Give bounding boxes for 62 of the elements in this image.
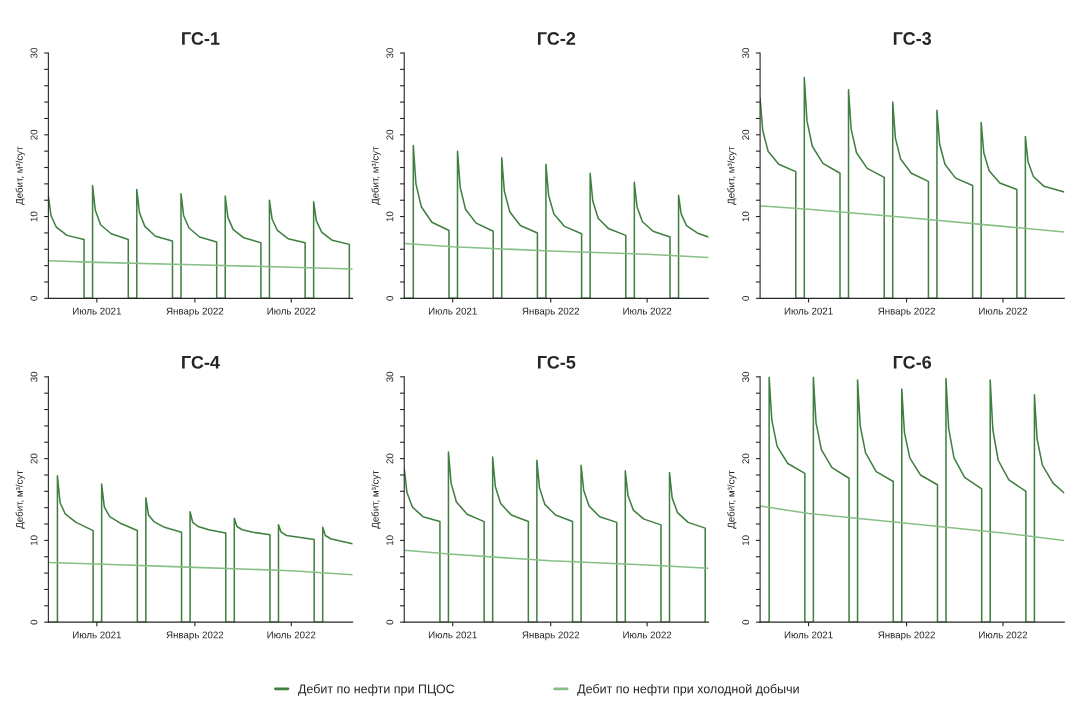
y-tick-label: 20 xyxy=(742,129,750,140)
chart-title: ГС-3 xyxy=(893,32,932,45)
line-series xyxy=(404,549,709,569)
x-tick-label: Июль 2021 xyxy=(73,631,121,639)
y-axis-title: Дебит, м³/сут xyxy=(727,470,737,529)
y-tick-label: 10 xyxy=(386,211,394,222)
y-tick-label: 30 xyxy=(742,371,750,382)
x-tick-label: Июль 2021 xyxy=(73,307,121,315)
y-tick-label: 30 xyxy=(742,48,750,59)
y-tick-label: 0 xyxy=(386,296,394,301)
x-tick-label: Июль 2021 xyxy=(428,307,477,315)
x-tick-label: Январь 2022 xyxy=(878,307,935,317)
y-tick-label: 20 xyxy=(386,453,394,464)
y-axis-title: Дебит, м³/сут xyxy=(371,470,381,529)
x-tick-label: Июль 2022 xyxy=(267,307,316,315)
y-axis-title: Дебит, м³/сут xyxy=(371,146,381,205)
x-tick-label: Июль 2022 xyxy=(979,307,1028,315)
y-axis-title: Дебит, м³/сут xyxy=(15,470,25,529)
x-tick-label: Январь 2022 xyxy=(522,307,580,317)
line-series xyxy=(48,259,353,270)
legend-label: Дебит по нефти при ПЦОС xyxy=(298,683,455,696)
line-series xyxy=(48,561,353,576)
y-tick-label: 0 xyxy=(30,619,38,625)
chart-title: ГС-1 xyxy=(182,32,220,45)
y-tick-label: 30 xyxy=(386,371,394,382)
y-tick-label: 20 xyxy=(386,129,394,140)
y-tick-label: 30 xyxy=(30,48,38,59)
y-axis-title: Дебит, м³/сут xyxy=(727,146,737,205)
x-tick-label: Январь 2022 xyxy=(878,631,935,641)
y-tick-label: 10 xyxy=(30,535,38,546)
x-tick-label: Июль 2022 xyxy=(979,631,1028,639)
y-tick-label: 20 xyxy=(30,453,38,464)
chart-title: ГС-4 xyxy=(182,355,220,369)
line-series xyxy=(404,242,709,259)
y-tick-label: 30 xyxy=(386,48,394,59)
x-tick-label: Июль 2022 xyxy=(267,631,316,639)
y-tick-label: 0 xyxy=(742,296,750,301)
line-series xyxy=(760,505,1065,542)
legend-label: Дебит по нефти при холодной добычи xyxy=(577,683,799,696)
x-tick-label: Июль 2021 xyxy=(784,307,833,315)
chart-title: ГС-5 xyxy=(537,355,576,369)
x-tick-label: Июль 2021 xyxy=(784,631,833,639)
x-tick-label: Январь 2022 xyxy=(166,307,224,317)
y-axis-title: Дебит, м³/сут xyxy=(15,146,25,205)
x-tick-label: Январь 2022 xyxy=(522,631,580,641)
x-tick-label: Июль 2022 xyxy=(623,631,672,639)
y-tick-label: 10 xyxy=(742,535,750,546)
x-tick-label: Июль 2022 xyxy=(623,307,672,315)
y-tick-label: 20 xyxy=(30,129,38,140)
y-tick-label: 30 xyxy=(30,371,38,382)
y-tick-label: 10 xyxy=(742,211,750,222)
x-tick-label: Июль 2021 xyxy=(428,631,477,639)
chart-title: ГС-6 xyxy=(893,355,932,369)
y-tick-label: 0 xyxy=(30,296,38,301)
y-tick-label: 20 xyxy=(742,453,750,464)
line-series xyxy=(760,205,1065,233)
y-tick-label: 0 xyxy=(386,619,394,625)
x-tick-label: Январь 2022 xyxy=(166,631,224,641)
chart-title: ГС-2 xyxy=(537,32,576,45)
y-tick-label: 0 xyxy=(742,619,750,625)
y-tick-label: 10 xyxy=(30,211,38,222)
y-tick-label: 10 xyxy=(386,535,394,546)
